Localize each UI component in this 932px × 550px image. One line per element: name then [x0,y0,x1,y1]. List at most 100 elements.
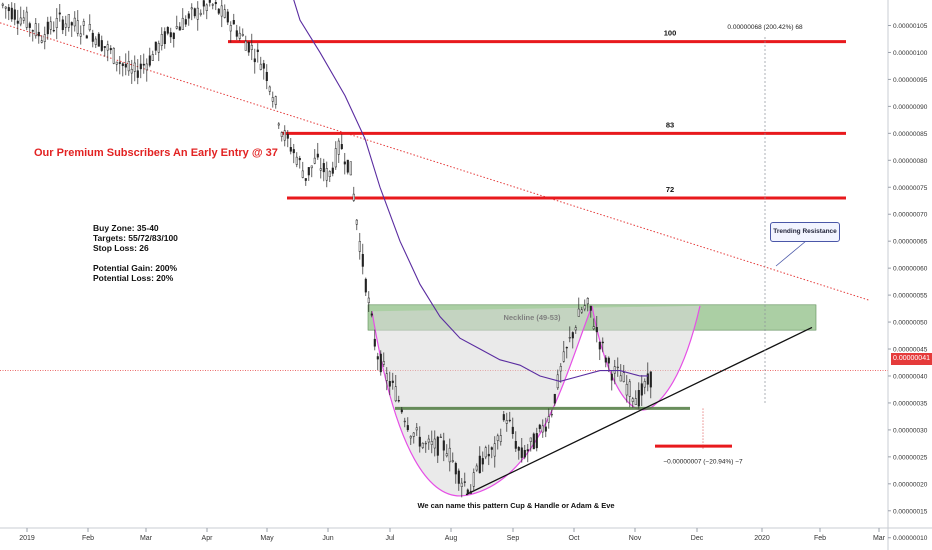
candle-body [157,43,160,53]
candle-body [199,12,202,15]
x-tick-label: Jun [322,535,333,542]
candle-body [370,313,373,316]
candle-body [106,44,109,51]
candle-body [208,0,211,3]
callout-pointer [775,240,807,267]
y-tick-label: 0.00000040 [893,373,928,380]
candle-body [76,20,79,34]
candle-body [58,12,61,15]
candle-body [478,455,481,474]
candle-body [385,373,388,381]
candle-body [361,254,364,267]
candle-body [271,97,274,102]
candle-body [628,381,631,397]
candle-body [130,68,133,74]
x-tick-label: Nov [629,535,642,542]
candle-body [643,381,646,388]
candle-body [424,442,427,445]
target-label-72: 72 [666,185,674,194]
candle-body [481,458,484,465]
candle-body [43,34,46,42]
candle-body [451,460,454,462]
candle-body [523,449,526,458]
candle-body [265,71,268,82]
candle-body [283,130,286,141]
note-line: Buy Zone: 35-40 [93,223,159,233]
candle-body [484,447,487,458]
candle-body [586,298,589,305]
candle-body [565,346,568,349]
candle-body [526,449,529,452]
candle-body [121,63,124,66]
candle-body [616,366,619,369]
candle-body [196,7,199,20]
candle-body [172,32,175,39]
y-tick-label: 0.00000020 [893,481,928,488]
candle-body [322,163,325,173]
cup-curve [371,305,593,497]
candle-body [148,55,151,66]
candle-body [454,463,457,475]
trending-resistance-callout[interactable]: Trending Resistance [770,222,840,242]
candle-body [604,357,607,363]
candle-body [337,140,340,155]
candle-body [214,2,217,5]
candle-body [190,7,193,10]
candle-body [544,426,547,432]
candle-body [259,63,262,70]
candle-body [67,14,70,28]
candle-body [325,168,328,181]
candle-body [382,361,385,365]
candle-body [430,441,433,445]
candle-body [79,33,82,37]
candle-body [574,327,577,331]
candle-body [10,7,13,20]
candle-body [151,54,154,61]
x-tick-label: May [260,535,274,542]
candle-body [634,398,637,405]
candle-body [631,398,634,402]
candle-body [238,32,241,39]
candle-body [289,147,292,152]
candle-body [388,381,391,387]
candle-body [493,443,496,457]
candle-body [460,482,463,487]
x-tick-label: Apr [202,535,214,542]
candle-body [394,386,397,402]
candle-body [571,332,574,339]
candle-body [160,34,163,46]
candle-body [439,436,442,438]
y-tick-label: 0.00000055 [893,293,928,300]
candle-body [541,425,544,433]
candle-body [64,23,67,28]
candle-body [169,32,172,38]
candle-body [205,4,208,11]
candle-body [19,17,22,25]
candle-body [109,48,112,51]
candle-body [253,58,256,63]
candle-body [550,413,553,416]
candle-body [13,9,16,20]
candle-body [52,29,55,32]
candle-body [55,18,58,28]
candle-body [358,241,361,252]
candle-body [88,24,91,31]
target-label-100: 100 [664,29,677,38]
candle-body [421,442,424,448]
candle-body [49,21,52,30]
candle-body [229,25,232,32]
candle-body [649,371,652,388]
note-line: Potential Gain: 200% [93,263,178,273]
y-tick-label: 0.00000065 [893,239,928,246]
candle-body [577,308,580,317]
candle-body [349,161,352,176]
candle-body [340,144,343,150]
candle-body [25,11,28,28]
candle-body [319,168,322,171]
candle-body [295,156,298,165]
candle-body [232,20,235,25]
candle-body [142,63,145,66]
candle-body [262,63,265,69]
measure-down-label: −0.00000007 (−20.94%) −7 [663,458,743,465]
